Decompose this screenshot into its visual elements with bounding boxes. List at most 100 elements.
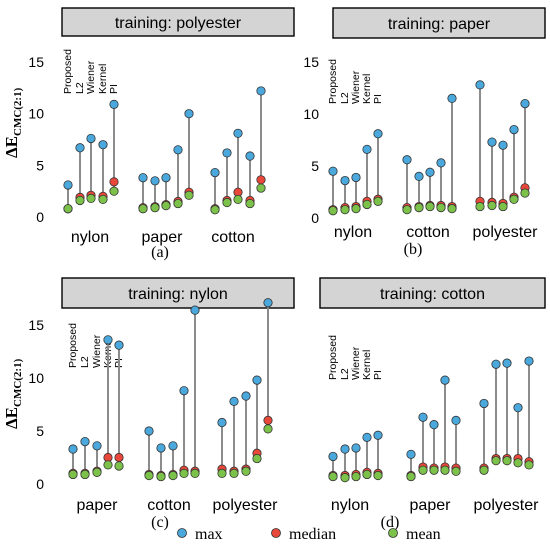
method-label-wiener: Wiener (350, 346, 362, 380)
max-point (373, 430, 383, 440)
mean-point (168, 470, 178, 481)
panel-0: training: polyester 0 5 10 15 Proposed L2 Wiene… (28, 7, 295, 261)
mean-point (475, 201, 485, 212)
max-point (487, 137, 497, 147)
mean-point (373, 196, 383, 206)
mean-point (513, 458, 523, 468)
max-point (351, 443, 361, 453)
max-point (241, 391, 251, 401)
max-point (190, 305, 200, 315)
max-point (184, 109, 194, 119)
panel-sublabel: (a) (151, 244, 169, 261)
mean-point (340, 205, 350, 215)
mean-point (144, 470, 154, 481)
max-point (362, 432, 372, 442)
mean-point (402, 205, 412, 215)
mean-point (150, 203, 160, 213)
max-point (406, 449, 416, 459)
mean-point (362, 199, 372, 210)
max-point (161, 173, 171, 183)
mean-point (440, 465, 450, 475)
method-label-pi: PI (372, 370, 384, 380)
y-axis-label-subscript: CMC(2:1) (12, 87, 24, 136)
method-label-l2: L2 (339, 92, 351, 104)
max-point (425, 167, 435, 177)
max-point (80, 436, 90, 447)
mean-point (210, 205, 220, 215)
legend-mean-marker (388, 528, 398, 538)
panel-sublabel: (b) (404, 241, 423, 258)
category-label-polyester: polyester (213, 497, 279, 514)
max-point (114, 340, 124, 350)
mean-point (524, 460, 534, 470)
median-point (256, 175, 266, 185)
mean-point (491, 456, 501, 466)
max-point (373, 129, 383, 139)
mean-point (184, 190, 194, 200)
max-point (475, 80, 485, 90)
mean-point (451, 466, 461, 476)
max-point (362, 144, 372, 154)
panel-title-box (61, 7, 295, 37)
y-tick-label: 15 (28, 317, 44, 333)
y-tick-label: 10 (303, 106, 319, 122)
method-label-wiener: Wiener (91, 334, 103, 368)
mean-point (156, 471, 166, 482)
panel-sublabel: (d) (381, 514, 400, 531)
category-label-polyester: polyester (473, 224, 539, 241)
max-point (92, 441, 102, 451)
mean-point (436, 203, 446, 213)
legend: max median mean (177, 526, 441, 543)
y-tick-label: 5 (36, 423, 44, 439)
category-label-paper: paper (77, 497, 119, 514)
mean-point (80, 469, 90, 480)
mean-point (520, 188, 530, 198)
method-label-l2: L2 (74, 82, 86, 94)
method-label-proposed: Proposed (327, 59, 339, 104)
mean-point (138, 204, 148, 214)
median-point (114, 452, 124, 463)
y-tick-label: 5 (311, 158, 319, 174)
max-point (222, 148, 232, 158)
max-point (340, 175, 350, 186)
max-point (451, 415, 461, 425)
legend-mean-label: mean (406, 526, 441, 543)
max-point (436, 158, 446, 168)
method-label-l2: L2 (79, 356, 91, 368)
mean-point (418, 465, 428, 475)
max-point (103, 335, 113, 345)
mean-point (256, 183, 266, 193)
max-point (173, 145, 183, 155)
category-label-paper: paper (410, 497, 452, 514)
max-point (429, 420, 439, 430)
max-point (156, 443, 166, 453)
mean-point (114, 461, 124, 471)
method-label-proposed: Proposed (62, 49, 74, 94)
max-point (144, 426, 154, 436)
max-point (509, 125, 519, 135)
mean-point (502, 456, 512, 466)
y-axis-label-main: ΔE (2, 136, 21, 158)
legend-max-label: max (195, 526, 223, 543)
mean-point (222, 197, 232, 208)
mean-point (479, 465, 489, 475)
y-tick-label: 0 (311, 210, 319, 226)
svg-text:ΔECMC(2:1): ΔECMC(2:1) (2, 87, 24, 158)
mean-point (233, 194, 243, 205)
max-point (256, 86, 266, 96)
mean-point (86, 193, 96, 203)
max-point (418, 412, 428, 422)
y-tick-label: 10 (28, 370, 44, 386)
mean-point (351, 204, 361, 214)
median-point (263, 415, 273, 425)
mean-point (373, 470, 383, 481)
max-point (502, 358, 512, 368)
max-point (150, 176, 160, 186)
mean-point (487, 200, 497, 211)
y-tick-label: 10 (28, 106, 44, 122)
max-point (233, 128, 243, 138)
max-point (491, 359, 501, 369)
category-label-cotton: cotton (406, 224, 450, 241)
max-point (263, 298, 273, 308)
